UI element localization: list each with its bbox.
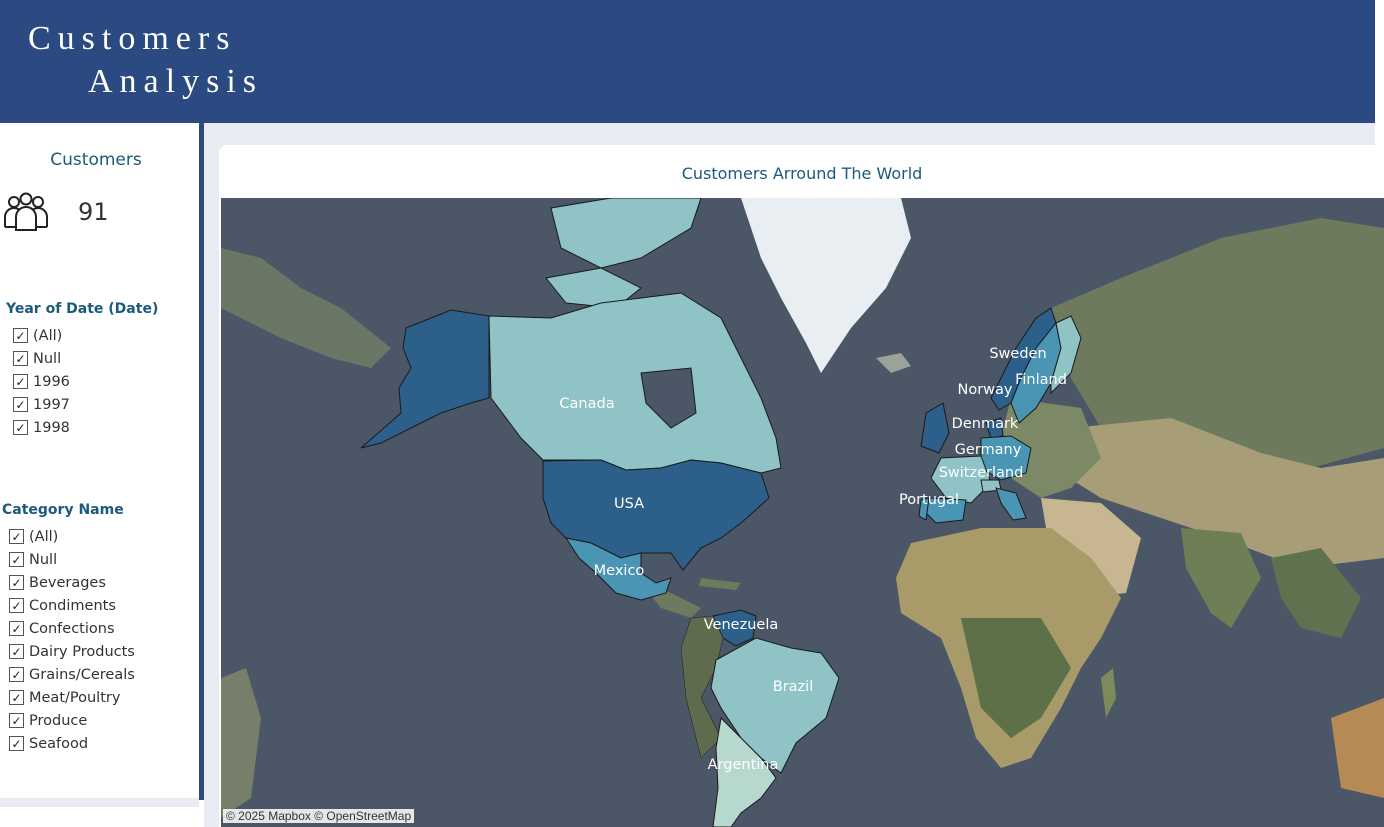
checkbox-checked-icon[interactable]: ✓ — [9, 529, 24, 544]
checkbox-checked-icon[interactable]: ✓ — [13, 420, 28, 435]
checkbox-checked-icon[interactable]: ✓ — [9, 552, 24, 567]
category-filter-option-label: Produce — [29, 712, 88, 729]
sidebar-divider — [199, 123, 204, 800]
category-filter-option[interactable]: ✓ (All) — [9, 525, 135, 548]
category-filter-option-label: Condiments — [29, 597, 116, 614]
category-filter-option[interactable]: ✓ Dairy Products — [9, 640, 135, 663]
map-attribution[interactable]: © 2025 Mapbox © OpenStreetMap — [223, 809, 415, 823]
country-italy[interactable] — [995, 487, 1027, 521]
background-land — [221, 198, 1384, 818]
country-brazil[interactable] — [710, 637, 840, 774]
category-filter-option-label: Dairy Products — [29, 643, 135, 660]
year-filter-option-label: (All) — [33, 327, 63, 344]
label-mexico: Mexico — [594, 563, 645, 579]
checkbox-checked-icon[interactable]: ✓ — [9, 736, 24, 751]
country-canada[interactable] — [488, 292, 782, 474]
category-filter-option-label: (All) — [29, 528, 59, 545]
label-germany: Germany — [955, 442, 1022, 458]
country-finland[interactable] — [1050, 315, 1082, 395]
checkbox-checked-icon[interactable]: ✓ — [13, 397, 28, 412]
checkbox-checked-icon[interactable]: ✓ — [9, 667, 24, 682]
year-filter-list: ✓ (All) ✓ Null ✓ 1996 ✓ 1997 ✓ 1998 — [13, 324, 70, 439]
category-filter-option-label: Grains/Cereals — [29, 666, 135, 683]
year-filter-option[interactable]: ✓ Null — [13, 347, 70, 370]
dashboard-header: Customers Analysis — [0, 0, 1375, 123]
kpi-title: Customers — [50, 150, 142, 170]
checkbox-checked-icon[interactable]: ✓ — [9, 621, 24, 636]
country-uk[interactable] — [920, 402, 950, 454]
checkbox-checked-icon[interactable]: ✓ — [9, 598, 24, 613]
people-group-icon — [2, 191, 50, 233]
category-filter-option-label: Meat/Poultry — [29, 689, 121, 706]
country-denmark[interactable] — [985, 417, 1004, 439]
category-filter-option-label: Confections — [29, 620, 115, 637]
south-america-land — [680, 615, 724, 759]
checkbox-checked-icon[interactable]: ✓ — [9, 713, 24, 728]
category-filter-option[interactable]: ✓ Seafood — [9, 732, 135, 755]
year-filter-option[interactable]: ✓ 1997 — [13, 393, 70, 416]
checkbox-checked-icon[interactable]: ✓ — [13, 374, 28, 389]
country-mexico[interactable] — [564, 537, 672, 601]
world-map[interactable]: Canada USA Mexico Venezuela Brazil Argen… — [221, 198, 1384, 827]
country-labels: Canada USA Mexico Venezuela Brazil Argen… — [559, 346, 1067, 773]
label-norway: Norway — [957, 382, 1012, 398]
filter-sidebar — [0, 123, 199, 798]
category-filter-option[interactable]: ✓ Grains/Cereals — [9, 663, 135, 686]
category-filter-option-label: Beverages — [29, 574, 106, 591]
category-filter-option[interactable]: ✓ Condiments — [9, 594, 135, 617]
map-title: Customers Arround The World — [681, 164, 923, 183]
category-filter-option[interactable]: ✓ Meat/Poultry — [9, 686, 135, 709]
label-sweden: Sweden — [989, 346, 1046, 362]
year-filter-option-label: 1996 — [33, 373, 70, 390]
dashboard-title-line1: Customers — [28, 20, 237, 57]
label-canada: Canada — [559, 396, 614, 412]
checkbox-checked-icon[interactable]: ✓ — [9, 575, 24, 590]
category-filter-option[interactable]: ✓ Beverages — [9, 571, 135, 594]
year-filter-option-label: 1998 — [33, 419, 70, 436]
label-venezuela: Venezuela — [704, 617, 778, 633]
customer-count-value: 91 — [78, 198, 109, 226]
year-filter-option-label: Null — [33, 350, 62, 367]
checkbox-checked-icon[interactable]: ✓ — [9, 644, 24, 659]
year-filter-option-label: 1997 — [33, 396, 70, 413]
category-filter-option[interactable]: ✓ Null — [9, 548, 135, 571]
world-map-svg[interactable]: Canada USA Mexico Venezuela Brazil Argen… — [221, 198, 1384, 827]
category-filter-option-label: Null — [29, 551, 58, 568]
label-argentina: Argentina — [708, 757, 779, 773]
year-filter-option[interactable]: ✓ 1998 — [13, 416, 70, 439]
year-filter-option[interactable]: ✓ 1996 — [13, 370, 70, 393]
category-filter-option[interactable]: ✓ Confections — [9, 617, 135, 640]
label-switzerland: Switzerland — [939, 465, 1024, 481]
hudson-bay — [640, 367, 697, 429]
category-filter-title: Category Name — [2, 502, 124, 518]
label-usa: USA — [614, 496, 644, 512]
country-argentina[interactable] — [712, 716, 777, 827]
label-finland: Finland — [1015, 372, 1067, 388]
country-france[interactable] — [930, 455, 992, 504]
label-brazil: Brazil — [773, 679, 813, 695]
category-filter-option-label: Seafood — [29, 735, 89, 752]
country-shapes[interactable] — [360, 292, 1082, 827]
category-filter-option[interactable]: ✓ Produce — [9, 709, 135, 732]
year-filter-title: Year of Date (Date) — [6, 301, 159, 317]
checkbox-checked-icon[interactable]: ✓ — [9, 690, 24, 705]
checkbox-checked-icon[interactable]: ✓ — [13, 328, 28, 343]
country-portugal[interactable] — [918, 497, 930, 521]
checkbox-checked-icon[interactable]: ✓ — [13, 351, 28, 366]
sidebar-bottom-band — [0, 798, 199, 807]
category-filter-list: ✓ (All) ✓ Null ✓ Beverages ✓ Condiments ✓ Con… — [9, 525, 135, 755]
label-denmark: Denmark — [952, 416, 1019, 432]
dashboard-title-line2: Analysis — [88, 63, 263, 100]
label-portugal: Portugal — [899, 492, 959, 508]
year-filter-option[interactable]: ✓ (All) — [13, 324, 70, 347]
